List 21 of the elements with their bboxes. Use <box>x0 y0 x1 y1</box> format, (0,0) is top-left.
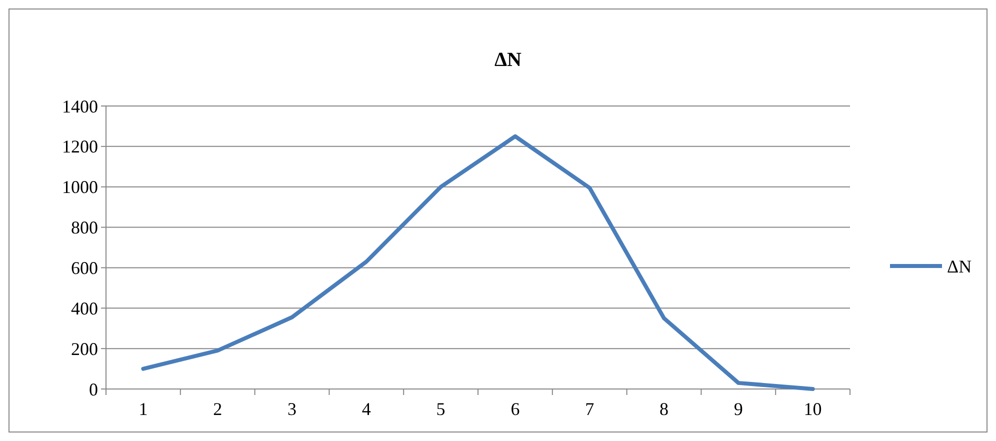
x-tick-label: 9 <box>734 399 743 419</box>
x-tick-label: 2 <box>213 399 222 419</box>
y-tick-label: 0 <box>89 379 98 400</box>
y-tick-label: 200 <box>71 338 98 359</box>
x-tick-label: 7 <box>585 399 594 419</box>
y-tick-label: 1200 <box>62 136 98 157</box>
line-series <box>141 134 815 391</box>
x-tick-label: 1 <box>138 399 148 419</box>
chart-title: ΔN <box>494 49 522 71</box>
y-tick-label: 1400 <box>62 96 98 116</box>
x-tick-label: 5 <box>436 399 446 419</box>
y-tick-label: 400 <box>71 298 98 318</box>
x-tick-label: 4 <box>362 399 371 419</box>
legend-label: ΔN <box>947 256 972 276</box>
y-tick-label: 1000 <box>62 177 98 198</box>
y-tick-label: 800 <box>71 218 98 238</box>
x-tick-label: 3 <box>288 399 296 419</box>
x-tick-label: 6 <box>510 399 520 419</box>
x-tick-label: 10 <box>804 399 822 419</box>
x-tick-label: 8 <box>660 399 668 419</box>
y-tick-label: 600 <box>71 258 98 278</box>
